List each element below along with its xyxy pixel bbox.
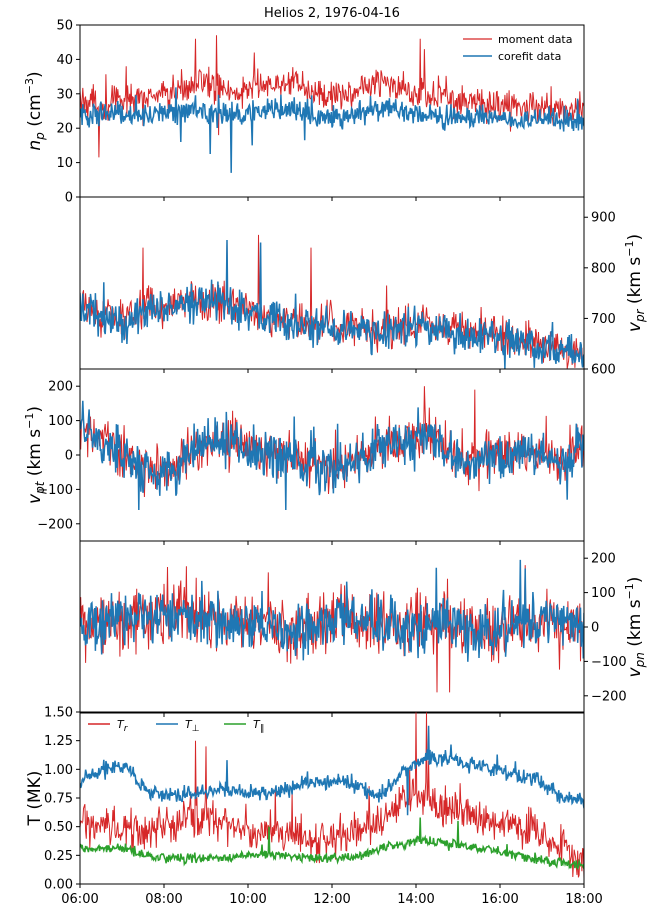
y-tick-label: 0 [591,621,599,636]
y-tick-label: 600 [591,363,616,378]
legend-label: T⊥ [185,718,200,734]
y-tick-label: 100 [591,586,616,601]
y-tick-label: 40 [56,53,73,68]
series-line-corefit [80,400,584,511]
y-axis-label: vpr (km s−1) [623,234,647,332]
y-axis-label: vpn (km s−1) [623,577,647,678]
y-tick-label: 800 [591,261,616,276]
y-tick-label: 0.25 [44,849,73,864]
series-line-t_r [80,712,584,879]
panel-vpr: 600 700 800 900 vpr (km s−1) [79,196,647,378]
panel-vpn: −200 −100 0 100 200 vpn (km s−1) [79,540,647,717]
y-tick-label: 0 [65,449,73,464]
y-tick-label: 100 [48,414,73,429]
x-tick-label: 14:00 [397,892,434,907]
y-tick-label: −100 [591,655,627,670]
chart-title: Helios 2, 1976-04-16 [264,6,400,21]
series-line-t_perp [80,725,584,816]
y-tick-label: 700 [591,312,616,327]
x-tick-label: 16:00 [481,892,518,907]
y-tick-label: −200 [591,689,627,704]
y-axis-label: np (cm−3) [23,71,47,150]
y-axis-label: T (MK) [25,771,45,827]
x-tick-label: 12:00 [313,892,350,907]
x-tick-label: 06:00 [61,892,98,907]
legend-label: moment data [498,33,573,46]
y-tick-label: 1.50 [44,706,73,721]
y-tick-label: 0.75 [44,792,73,807]
y-tick-label: 1.25 [44,734,73,749]
y-tick-label: 50 [56,19,73,34]
series-line-corefit [80,239,584,369]
y-tick-label: 30 [56,87,73,102]
series-line-corefit [80,87,584,173]
y-tick-label: 200 [591,552,616,567]
y-tick-label: −200 [37,517,73,532]
y-tick-label: 0.50 [44,820,73,835]
x-tick-label: 10:00 [229,892,266,907]
y-tick-label: 0 [65,191,73,206]
x-tick-label: 18:00 [565,892,602,907]
y-tick-label: 900 [591,211,616,226]
y-tick-label: 200 [48,380,73,395]
legend-label: T∥ [253,718,264,734]
series-line-moment [80,234,584,369]
legend-label: corefit data [498,50,561,63]
x-tick-label: 08:00 [145,892,182,907]
y-axis-label: vpt (km s−1) [23,406,47,504]
y-tick-label: 1.00 [44,763,73,778]
panel-np: 0 10 20 30 40 50 np (cm−3) moment data corefit d… [23,19,585,206]
legend-label: Tr [117,718,129,734]
y-tick-label: −100 [37,483,73,498]
panels: 0 10 20 30 40 50 np (cm−3) moment data corefit d… [23,19,647,908]
panel-temp: 0.00 0.25 0.50 0.75 1.00 1.25 1.50 T (MK) 06:00 0… [25,706,603,908]
y-tick-label: 20 [56,122,73,137]
series-line-corefit [80,559,584,662]
y-tick-label: 0.00 [44,878,73,893]
y-tick-label: 10 [56,156,73,171]
series-line-t_par [80,817,584,870]
